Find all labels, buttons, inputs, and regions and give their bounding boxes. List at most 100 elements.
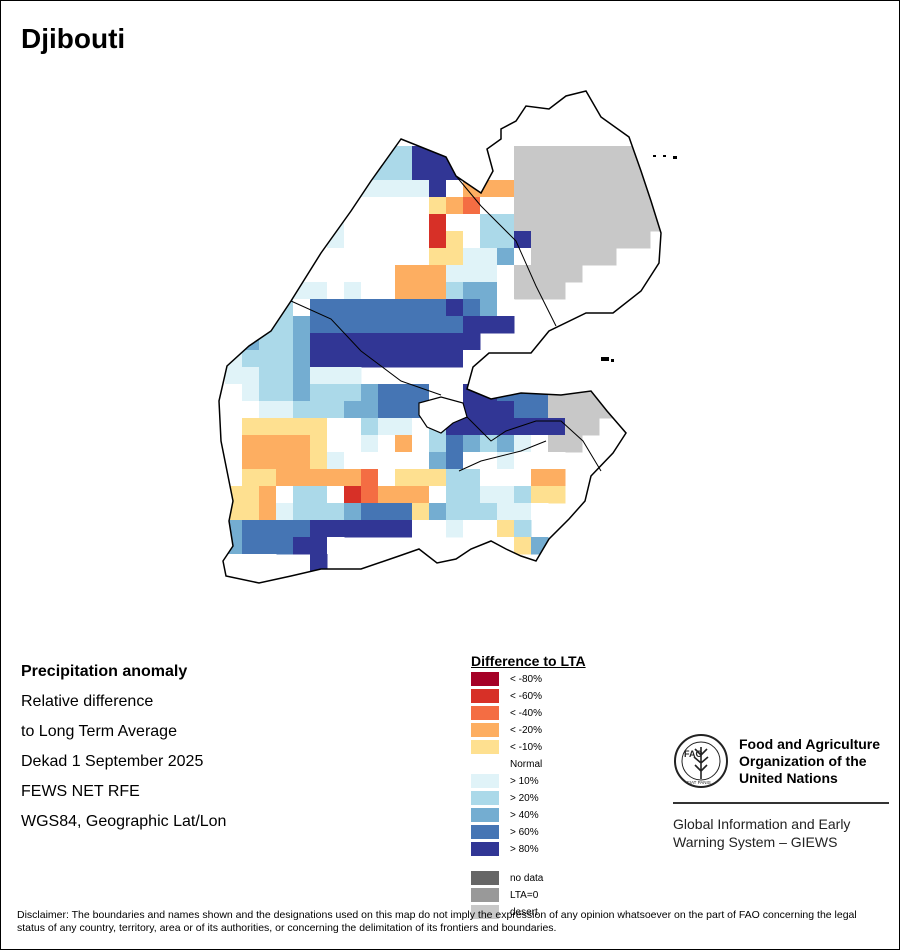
legend-swatch [471,740,499,754]
info-line: to Long Term Average [21,723,177,740]
grid-cell [412,435,430,453]
grid-cell [497,282,515,300]
grid-cell [344,214,362,232]
grid-cell [565,214,583,232]
grid-cell [531,486,549,504]
gulf-shoreline [418,396,468,434]
grid-cell [412,452,430,470]
grid-cell [463,452,481,470]
grid-cell [446,520,464,538]
grid-cell [378,503,396,521]
grid-cell [378,316,396,334]
grid-cell [463,265,481,283]
grid-cell [446,265,464,283]
grid-cell [378,163,396,181]
grid-cell [514,282,532,300]
legend-label: < -20% [510,725,542,736]
grid-cell [327,452,345,470]
legend-swatch [471,842,499,856]
grid-cell [565,231,583,249]
grid-cell [412,503,430,521]
grid-cell [514,146,532,164]
grid-cell [412,486,430,504]
info-line: Relative difference [21,693,154,710]
grid-cell [327,435,345,453]
grid-cell [344,265,362,283]
grid-cell [327,333,345,351]
legend-item: < -10% [471,740,611,755]
grid-cell [242,316,260,334]
grid-cell [395,316,413,334]
grid-cell [463,214,481,232]
grid-cell [395,163,413,181]
grid-cell [650,146,661,164]
grid-cell [293,401,311,419]
grid-cell [276,452,294,470]
grid-cell [463,197,481,215]
grid-cell [531,384,549,402]
grid-cell [429,265,447,283]
grid-cell [361,299,379,317]
grid-cell [259,418,277,436]
giews-label: Global Information and Early Warning Sys… [673,815,850,851]
grid-cell [378,401,396,419]
grid-cell [531,214,549,232]
legend-swatch [471,689,499,703]
grid-cell [514,197,532,215]
grid-cell [259,384,277,402]
grid-cell [497,265,515,283]
grid-cell [480,435,498,453]
grid-cell [548,401,566,419]
grid-cell [276,401,294,419]
grid-cell [531,265,549,283]
grid-cell [463,435,481,453]
legend-item: desert [471,905,611,920]
grid-cell [276,486,294,504]
grid-cell [395,486,413,504]
grid-cell [293,384,311,402]
grid-cell [531,469,549,487]
grid-cell [429,469,447,487]
grid-cell [259,333,277,351]
grid-cell [480,214,498,232]
grid-cell [463,486,481,504]
grid-cell [463,401,481,419]
grid-cell [412,350,430,368]
grid-cell [446,333,464,351]
grid-cell [395,248,413,266]
grid-cell [548,469,566,487]
grid-cell [463,418,481,436]
grid-cell [259,503,277,521]
grid-cell [361,265,379,283]
grid-cell [395,231,413,249]
grid-cell [548,248,566,266]
grid-cell [514,163,532,181]
grid-cell [548,265,566,283]
grid-cell [514,231,532,249]
grid-cell [616,214,634,232]
grid-cell [582,418,600,436]
legend-label: > 10% [510,776,539,787]
legend-swatch [471,672,499,686]
legend-label: < -10% [510,742,542,753]
grid-cell [378,520,396,538]
grid-cell [412,180,430,198]
grid-cell [548,486,566,504]
grid-cell [225,333,243,351]
grid-cell [412,299,430,317]
fao-name-line: United Nations [739,770,838,786]
islands [601,155,677,362]
grid-cell [429,248,447,266]
grid-cell [599,180,617,198]
legend-item: < -40% [471,706,611,721]
grid-cell [378,265,396,283]
grid-cell [497,520,515,538]
grid-cell [259,299,277,317]
grid-cell [293,452,311,470]
grid-cell [344,316,362,334]
grid-cell [480,503,498,521]
grid-cell [225,503,243,521]
grid-cell [531,418,549,436]
grid-cell [497,197,515,215]
